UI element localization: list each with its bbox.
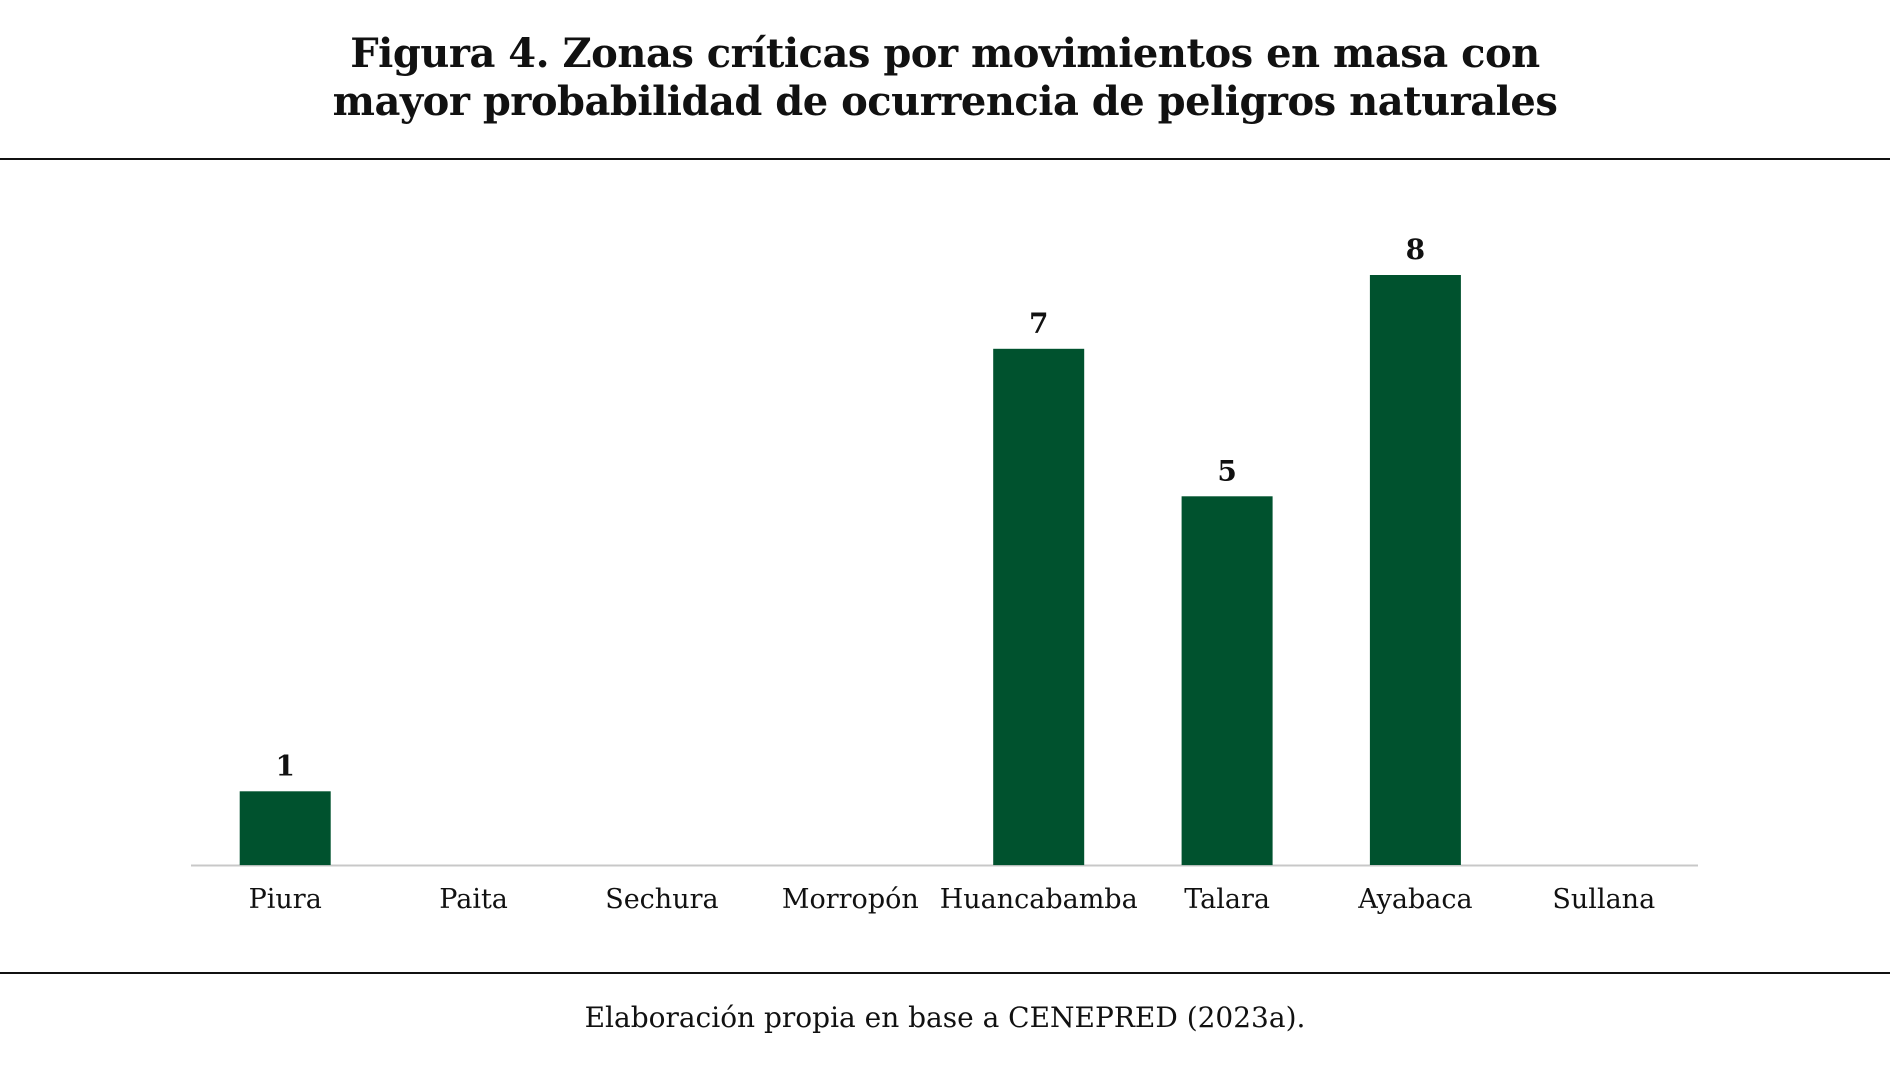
figure-title: Figura 4. Zonas críticas por movimientos… <box>0 30 1890 126</box>
bar-0 <box>239 791 331 866</box>
tick-label-6: Ayabaca <box>1357 884 1472 915</box>
figure-title-line-2: mayor probabilidad de ocurrencia de peli… <box>332 78 1558 125</box>
tick-label-2: Sechura <box>605 884 718 915</box>
data-label-5: 5 <box>1217 454 1236 487</box>
tick-label-7: Sullana <box>1552 884 1655 915</box>
data-label-6: 8 <box>1406 233 1425 266</box>
data-label-4: 7 <box>1029 307 1048 340</box>
bar-chart: 1 Piura Paita Sechura Morropón 7 Huancabamba 5 T… <box>191 233 1698 915</box>
tick-label-5: Talara <box>1184 884 1270 915</box>
tick-label-4: Huancabamba <box>940 884 1138 915</box>
bar-6 <box>1369 275 1461 865</box>
figure-title-line-1: Figura 4. Zonas críticas por movimientos… <box>350 30 1540 77</box>
tick-label-1: Paita <box>439 884 508 915</box>
bottom-divider <box>0 972 1890 974</box>
bar-4 <box>993 348 1085 866</box>
tick-label-0: Piura <box>249 884 322 915</box>
bar-5 <box>1181 496 1273 866</box>
source-note: Elaboración propia en base a CENEPRED (2… <box>584 1001 1306 1034</box>
data-label-0: 1 <box>275 749 294 782</box>
tick-label-3: Morropón <box>782 884 919 915</box>
top-divider <box>0 158 1890 160</box>
